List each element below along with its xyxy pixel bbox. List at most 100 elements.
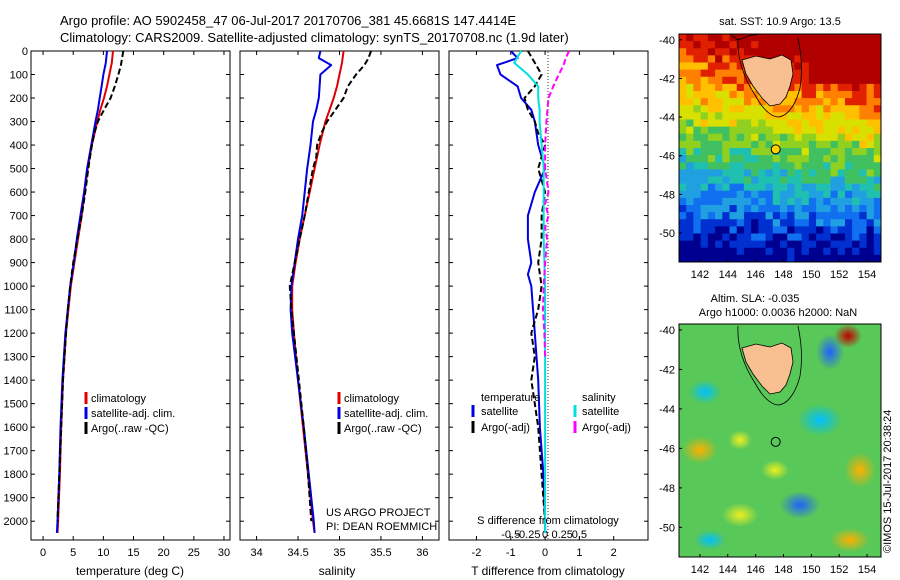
sst-cell [765,126,774,135]
sst-cell [758,219,766,227]
sst-cell [700,212,709,220]
sst-cell [707,112,716,120]
sst-cell [729,140,738,149]
sst-cell [837,48,846,56]
sst-cell [859,34,867,42]
sst-cell [866,212,875,220]
sst-cell [751,247,759,256]
s-difference-label: S difference from climatology [477,515,619,527]
sst-cell [780,98,788,106]
sst-cell [801,98,810,106]
sst-cell [837,226,846,234]
sst-cell [837,240,846,249]
sst-cell [700,34,709,42]
sst-cell [801,91,810,99]
sst-cell [808,176,817,185]
sst-cell [808,155,817,163]
sst-cell [736,105,745,113]
temperature-legend: climatology satellite-adj. clim. Argo(..… [84,392,175,435]
latitude-tick-label: -40 [659,325,675,337]
sst-cell [729,226,738,234]
sst-cell [801,34,810,42]
sst-cell [794,41,803,49]
sst-cell [736,133,745,142]
sst-cell [859,240,867,249]
sst-cell [787,55,795,63]
sst-cell [751,98,759,106]
sst-cell [743,240,752,249]
sst-cell [679,41,687,49]
sst-cell [787,240,795,249]
sst-cell [679,183,687,192]
sst-cell [801,190,810,199]
sst-cell [729,98,738,106]
sst-cell [808,233,817,242]
sst-cell [816,226,824,234]
sst-cell [816,119,824,128]
sst-cell [707,119,716,128]
salinity-axes [239,50,440,541]
temperature-xlabel: temperature (deg C) [76,564,184,578]
sst-cell [866,162,875,170]
latitude-tick-label: -50 [659,228,675,240]
sst-cell [808,148,817,156]
sst-cell [873,247,882,256]
sst-cell [794,247,803,256]
sst-cell [686,247,694,256]
sst-cell [693,155,702,163]
sst-cell [743,140,752,149]
sst-cell [808,254,817,263]
sst-cell [816,83,824,92]
sst-cell [715,112,723,120]
shelf-contour [737,325,802,406]
sst-cell [765,190,774,199]
sst-cell [772,212,781,220]
sst-cell [787,233,795,242]
sst-cell [758,140,766,149]
sst-cell [787,205,795,213]
sst-cell [686,169,694,177]
sla-anomaly [830,528,870,552]
depth-tick-label: 100 [10,70,28,82]
legend-label-climatology: climatology [91,393,147,405]
sst-cell [679,98,687,106]
sst-cell [859,41,867,49]
sst-cell [859,98,867,106]
sst-cell [686,205,694,213]
depth-tick-label: 2000 [4,516,28,528]
depth-tick-label: 400 [10,140,28,152]
sst-cell [801,226,810,234]
sst-cell [823,148,831,156]
sst-cell [866,133,875,142]
sst-cell [852,219,860,227]
sst-cell [787,169,795,177]
sst-cell [686,112,694,120]
sst-cell [808,212,817,220]
sst-cell [866,91,875,99]
sst-cell [859,155,867,163]
sst-cell [751,183,759,192]
sst-cell [693,76,702,85]
sst-cell [801,76,810,85]
sst-cell [801,155,810,163]
sst-cell [866,254,875,263]
sst-cell [743,197,752,206]
sst-cell [751,233,759,242]
sst-cell [837,133,846,142]
sst-cell [859,69,867,78]
sst-cell [707,133,716,142]
x-tick-label: 35 [333,547,345,559]
sst-cell [693,41,702,49]
sst-cell [765,119,774,128]
sst-cell [729,169,738,177]
sst-cell [736,119,745,128]
sst-cell [816,176,824,185]
sst-cell [794,233,803,242]
sst-cell [707,55,716,63]
sst-cell [801,176,810,185]
sst-cell [700,133,709,142]
sst-cell [830,133,839,142]
sla-anomaly [761,460,789,480]
sst-cell [722,91,730,99]
sst-cell [707,233,716,242]
